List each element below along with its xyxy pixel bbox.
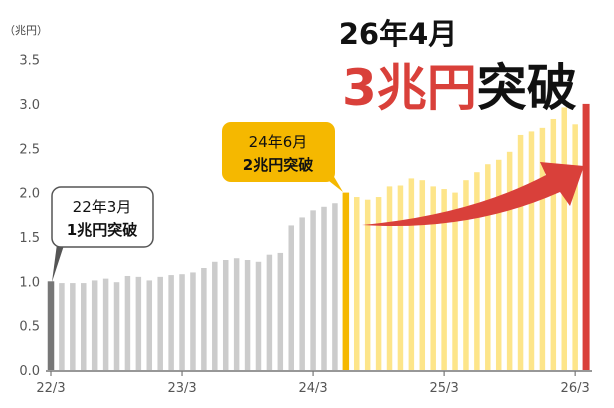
bar-24-8 — [364, 199, 371, 370]
headline-suffix: 突破 — [477, 59, 577, 117]
bar-23-10 — [255, 261, 262, 370]
bar-23-6 — [212, 261, 218, 370]
bar-22-6 — [81, 283, 87, 370]
bar-25-2 — [430, 186, 436, 370]
bar-22-10 — [124, 275, 131, 370]
bar-24-1 — [288, 225, 294, 370]
bar-23-5 — [201, 267, 207, 370]
bar-25-11 — [528, 131, 535, 370]
growth-arrow-icon — [362, 162, 584, 227]
x-tick-label: 26/3 — [561, 381, 590, 396]
bar-23-2 — [168, 275, 174, 370]
bar-24-10 — [386, 186, 393, 370]
bar-24-4 — [321, 206, 327, 370]
y-tick-label: 2.5 — [19, 142, 40, 157]
y-tick-label: 3.0 — [19, 98, 40, 113]
bar-22-12 — [146, 280, 153, 370]
bar-23-9 — [244, 260, 251, 370]
bar-23-4 — [190, 272, 196, 370]
callout-2trillion: 24年6月 2兆円突破 — [222, 122, 343, 192]
unit-label: （兆円） — [4, 24, 48, 37]
headline-date: 26年4月 — [339, 17, 458, 51]
bar-22-11 — [135, 276, 142, 370]
y-tick-label: 1.5 — [19, 231, 40, 246]
y-tick-label: 1.0 — [19, 275, 40, 290]
x-tick-label: 22/3 — [36, 381, 65, 396]
bar-23-11 — [266, 254, 273, 370]
bar-24-7 — [354, 197, 360, 370]
bar-24-12 — [408, 178, 415, 370]
bar-24-3 — [310, 210, 316, 370]
bar-22-5 — [70, 283, 76, 370]
x-tick-label: 23/3 — [167, 381, 196, 396]
bar-24-9 — [375, 197, 382, 370]
bar-24-6 — [342, 192, 350, 370]
bar-26-4 — [582, 103, 590, 371]
bar-22-8 — [102, 278, 109, 370]
y-tick-label: 0.0 — [19, 364, 40, 379]
bar-23-12 — [277, 252, 284, 370]
bar-24-11 — [397, 185, 404, 370]
callout-1-date: 22年3月 — [73, 198, 132, 216]
headline-amount: 3兆円突破 — [342, 59, 577, 117]
bar-22-3 — [47, 281, 55, 370]
bar-23-3 — [179, 274, 185, 370]
x-tick-label: 25/3 — [430, 381, 459, 396]
bar-26-2 — [561, 107, 567, 370]
bar-23-8 — [233, 258, 240, 370]
bars — [47, 103, 590, 371]
callout-2-text: 2兆円突破 — [243, 156, 313, 174]
callout-1-text: 1兆円突破 — [67, 221, 137, 239]
callout-1trillion: 22年3月 1兆円突破 — [51, 186, 154, 282]
bar-23-1 — [157, 276, 163, 370]
bar-25-9 — [506, 151, 513, 370]
y-tick-label: 2.0 — [19, 187, 40, 202]
bar-24-5 — [332, 203, 338, 370]
bar-22-4 — [59, 283, 65, 370]
y-tick-label: 0.5 — [19, 320, 40, 335]
bar-22-9 — [113, 282, 120, 370]
bar-26-3 — [572, 124, 578, 371]
bar-25-3 — [441, 189, 447, 370]
bar-25-4 — [452, 192, 458, 370]
bar-25-5 — [463, 180, 469, 370]
bar-25-6 — [474, 172, 480, 370]
y-axis: 0.0 0.5 1.0 1.5 2.0 2.5 3.0 3.5 — [19, 54, 40, 379]
y-tick-label: 3.5 — [19, 54, 40, 69]
bar-25-12 — [539, 127, 546, 370]
bar-24-2 — [299, 217, 305, 370]
headline-amount-value: 3兆円 — [342, 59, 477, 117]
x-tick-label: 24/3 — [298, 381, 327, 396]
bar-23-7 — [222, 260, 229, 370]
x-axis: 22/3 23/3 24/3 25/3 26/3 — [36, 371, 590, 396]
bar-25-7 — [485, 164, 491, 370]
bar-25-10 — [517, 134, 524, 370]
callout-2-date: 24年6月 — [249, 133, 308, 151]
bar-25-8 — [495, 159, 502, 370]
bar-22-7 — [91, 280, 98, 370]
bar-26-1 — [550, 118, 557, 370]
bar-25-1 — [419, 180, 426, 370]
